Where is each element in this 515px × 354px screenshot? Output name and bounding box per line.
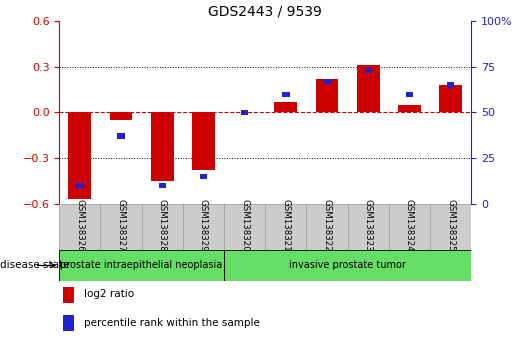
Text: disease state: disease state xyxy=(0,261,70,270)
Bar xyxy=(117,133,125,139)
Bar xyxy=(447,82,454,88)
Bar xyxy=(200,173,207,179)
Bar xyxy=(306,204,348,250)
Title: GDS2443 / 9539: GDS2443 / 9539 xyxy=(208,5,322,19)
Bar xyxy=(59,204,100,250)
Bar xyxy=(63,287,74,303)
Text: invasive prostate tumor: invasive prostate tumor xyxy=(289,261,406,270)
Bar xyxy=(224,250,471,281)
Bar xyxy=(100,204,142,250)
Text: prostate intraepithelial neoplasia: prostate intraepithelial neoplasia xyxy=(60,261,223,270)
Text: GSM138322: GSM138322 xyxy=(322,199,332,252)
Bar xyxy=(110,113,132,120)
Bar xyxy=(430,204,471,250)
Bar xyxy=(76,183,83,188)
Text: GSM138327: GSM138327 xyxy=(116,199,126,252)
Text: GSM138326: GSM138326 xyxy=(75,199,84,252)
Text: GSM138325: GSM138325 xyxy=(446,199,455,252)
Text: GSM138321: GSM138321 xyxy=(281,199,290,252)
Bar xyxy=(323,79,331,84)
Bar xyxy=(389,204,430,250)
Bar xyxy=(241,110,248,115)
Bar xyxy=(63,315,74,331)
Bar xyxy=(274,102,297,113)
Text: GSM138323: GSM138323 xyxy=(364,199,373,252)
Bar xyxy=(265,204,306,250)
Bar xyxy=(365,68,372,73)
Text: log2 ratio: log2 ratio xyxy=(84,290,134,299)
Text: percentile rank within the sample: percentile rank within the sample xyxy=(84,318,260,328)
Text: GSM138324: GSM138324 xyxy=(405,199,414,252)
Bar xyxy=(192,113,215,170)
Bar xyxy=(357,65,380,113)
Text: GSM138328: GSM138328 xyxy=(158,199,167,252)
Text: GSM138329: GSM138329 xyxy=(199,199,208,252)
Bar xyxy=(282,91,289,97)
Bar xyxy=(159,183,166,188)
Bar xyxy=(348,204,389,250)
Bar xyxy=(439,85,462,113)
Bar xyxy=(151,113,174,181)
Bar xyxy=(224,204,265,250)
Bar xyxy=(316,79,338,113)
Bar xyxy=(59,250,224,281)
Bar xyxy=(142,204,183,250)
Bar xyxy=(68,113,91,199)
Bar xyxy=(398,105,421,113)
Bar xyxy=(183,204,224,250)
Bar xyxy=(406,91,413,97)
Text: GSM138320: GSM138320 xyxy=(240,199,249,252)
